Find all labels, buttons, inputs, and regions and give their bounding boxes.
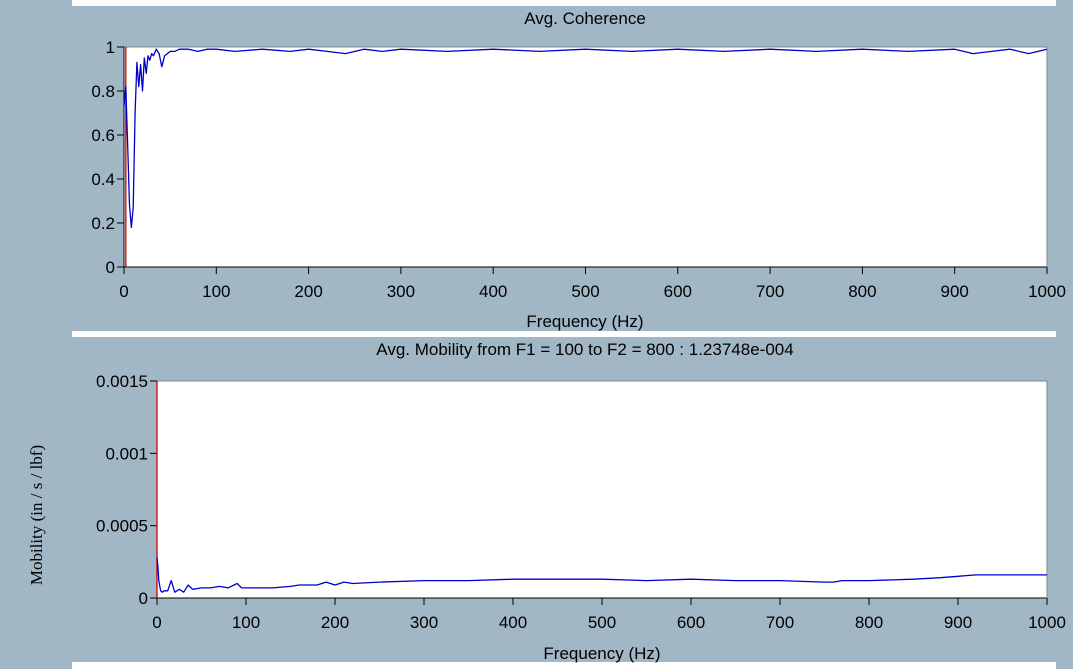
mobility-x-axis-title: Frequency (Hz) xyxy=(543,644,660,663)
coherence-x-tick-label: 700 xyxy=(756,282,784,301)
coherence-x-tick-label: 1000 xyxy=(1028,282,1066,301)
coherence-x-axis-title: Frequency (Hz) xyxy=(526,312,643,331)
coherence-y-tick-label: 1 xyxy=(106,38,115,57)
mobility-x-tick-label: 100 xyxy=(232,613,260,632)
mobility-y-tick-label: 0.001 xyxy=(105,444,148,463)
top-border-strip xyxy=(72,0,1056,6)
coherence-x-tick-label: 900 xyxy=(941,282,969,301)
bottom-border-strip xyxy=(72,662,1056,669)
coherence-y-tick-label: 0.2 xyxy=(91,214,115,233)
mobility-x-tick-label: 200 xyxy=(321,613,349,632)
coherence-x-tick-label: 100 xyxy=(202,282,230,301)
mobility-y-tick-label: 0.0005 xyxy=(96,517,148,536)
coherence-chart: Avg. Coherence 0 100 200 300 400 500 600 700 800… xyxy=(91,9,1066,331)
mobility-chart-title: Avg. Mobility from F1 = 100 to F2 = 800 … xyxy=(376,340,793,359)
coherence-trace xyxy=(123,48,1048,229)
coherence-x-tick-label: 200 xyxy=(294,282,322,301)
coherence-y-tick-label: 0.4 xyxy=(91,170,115,189)
coherence-chart-title: Avg. Coherence xyxy=(524,9,646,28)
y-axis-label: Mobility (in / s / lbf) xyxy=(27,445,46,585)
middle-border-strip xyxy=(72,331,1056,337)
coherence-x-tick-label: 300 xyxy=(387,282,415,301)
coherence-x-tick-label: 0 xyxy=(119,282,128,301)
mobility-x-tick-label: 300 xyxy=(410,613,438,632)
mobility-y-tick-label: 0.0015 xyxy=(96,372,148,391)
mobility-x-tick-label: 1000 xyxy=(1028,613,1066,632)
coherence-y-tick-label: 0 xyxy=(106,258,115,277)
coherence-plot-area xyxy=(124,47,1047,267)
coherence-y-tick-label: 0.6 xyxy=(91,126,115,145)
mobility-x-tick-label: 500 xyxy=(588,613,616,632)
mobility-x-tick-label: 0 xyxy=(152,613,161,632)
mobility-x-tick-label: 400 xyxy=(499,613,527,632)
coherence-x-tick-label: 600 xyxy=(664,282,692,301)
mobility-x-tick-label: 800 xyxy=(855,613,883,632)
coherence-y-tick-label: 0.8 xyxy=(91,82,115,101)
coherence-x-tick-label: 400 xyxy=(479,282,507,301)
mobility-x-tick-label: 600 xyxy=(677,613,705,632)
mobility-trace xyxy=(156,557,1047,593)
mobility-x-tick-label: 700 xyxy=(766,613,794,632)
coherence-x-tick-label: 800 xyxy=(848,282,876,301)
mobility-x-tick-label: 900 xyxy=(944,613,972,632)
coherence-x-tick-label: 500 xyxy=(571,282,599,301)
mobility-chart: Avg. Mobility from F1 = 100 to F2 = 800 … xyxy=(96,340,1066,663)
mobility-y-tick-label: 0 xyxy=(139,589,148,608)
mobility-plot-area xyxy=(157,381,1047,598)
